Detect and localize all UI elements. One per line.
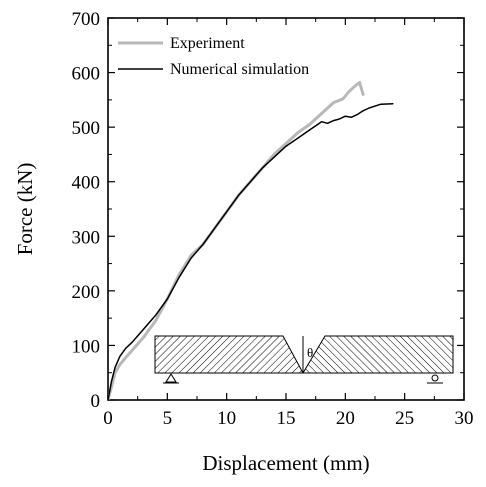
x-axis-title: Displacement (mm) (202, 451, 369, 475)
legend: Experiment Numerical simulation (118, 35, 309, 78)
axis-ticks (107, 17, 465, 401)
y-tick-label: 0 (91, 391, 101, 412)
right-support-icon (427, 374, 443, 384)
x-tick-label: 30 (455, 408, 474, 429)
y-tick-label: 400 (72, 173, 101, 194)
beam-inset-diagram: θ (154, 335, 454, 384)
series-line-numerical-simulation (108, 102, 394, 400)
x-tick-label: 25 (395, 408, 414, 429)
notch-angle-label: θ (307, 345, 313, 360)
y-tick-label: 500 (72, 118, 101, 139)
y-tick-label: 700 (72, 9, 101, 30)
beam-left-half (154, 335, 304, 374)
y-tick-label: 600 (72, 64, 101, 85)
legend-label-numerical-simulation: Numerical simulation (170, 61, 309, 78)
x-tick-label: 20 (336, 408, 355, 429)
x-tick-label: 10 (217, 408, 236, 429)
y-axis-title: Force (kN) (13, 163, 37, 256)
series-layer (108, 80, 394, 400)
legend-label-experiment: Experiment (170, 35, 245, 52)
y-tick-label: 100 (72, 336, 101, 357)
y-tick-label: 200 (72, 282, 101, 303)
x-tick-label: 0 (103, 408, 113, 429)
y-tick-label: 300 (72, 227, 101, 248)
left-support-icon (163, 373, 179, 384)
x-tick-label: 15 (277, 408, 296, 429)
x-tick-label: 5 (163, 408, 173, 429)
beam-right-half (302, 335, 454, 374)
